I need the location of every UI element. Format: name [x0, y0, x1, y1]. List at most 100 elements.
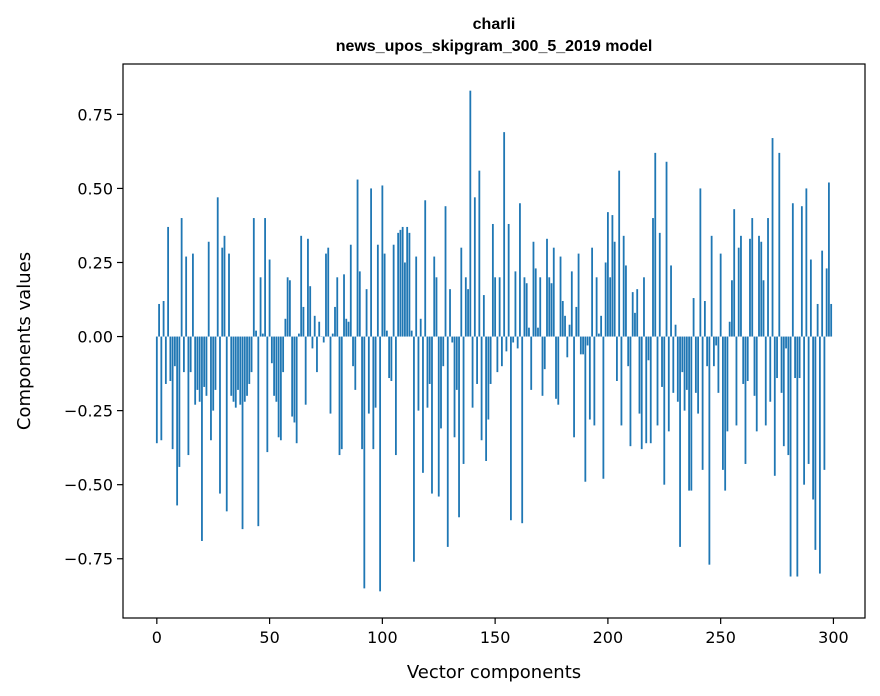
bar-162	[521, 336, 524, 524]
bar-297	[825, 268, 828, 337]
bar-172	[543, 336, 546, 370]
bar-126	[440, 336, 442, 429]
bar-252	[724, 336, 727, 491]
bar-20	[201, 336, 203, 541]
bar-259	[740, 235, 742, 337]
bar-232	[679, 336, 681, 547]
bar-205	[618, 170, 621, 337]
bar-166	[530, 336, 533, 390]
bar-294	[818, 336, 821, 574]
bar-237	[690, 336, 693, 491]
bar-22	[205, 336, 208, 396]
bar-238	[692, 298, 695, 337]
bar-74	[322, 336, 325, 343]
bar-269	[762, 280, 765, 337]
bar-254	[728, 321, 731, 337]
bar-279	[785, 336, 787, 349]
bar-221	[654, 152, 657, 337]
bar-132	[453, 336, 456, 438]
bar-186	[575, 306, 578, 337]
bar-80	[336, 277, 339, 337]
bar-274	[773, 336, 776, 476]
bar-9	[176, 336, 179, 506]
bar-41	[248, 336, 251, 384]
bar-210	[629, 336, 632, 447]
bar-200	[606, 212, 609, 337]
bar-36	[237, 336, 239, 390]
bar-291	[812, 336, 815, 500]
bar-120	[426, 336, 429, 408]
y-axis-ticks: −0.75 −0.50 −0.25 0.00 0.25 0.50 0.75	[64, 105, 123, 569]
bar-105	[392, 244, 395, 337]
bar-142	[476, 336, 478, 384]
bar-43	[252, 218, 255, 337]
bar-299	[830, 303, 833, 337]
bar-50	[268, 259, 271, 337]
bar-28	[219, 336, 221, 494]
bar-249	[717, 336, 720, 393]
bar-114	[413, 336, 415, 562]
bar-94	[367, 336, 370, 414]
bar-152	[498, 277, 501, 337]
bar-208	[625, 265, 627, 337]
bar-113	[410, 330, 413, 337]
bar-128	[444, 206, 447, 337]
bar-44	[255, 330, 257, 337]
bar-78	[331, 333, 334, 337]
bar-84	[345, 318, 348, 337]
bar-66	[304, 336, 307, 405]
bar-63	[298, 333, 300, 337]
bar-37	[239, 336, 242, 405]
x-axis-label: Vector components	[407, 662, 581, 683]
bar-39	[243, 336, 246, 402]
bar-168	[534, 268, 537, 337]
bar-117	[419, 318, 422, 337]
bar-293	[816, 303, 819, 337]
bar-127	[442, 336, 445, 367]
bar-57	[284, 318, 287, 337]
bar-125	[437, 336, 440, 497]
bar-130	[449, 289, 451, 337]
bar-51	[270, 336, 273, 364]
bar-264	[751, 218, 754, 337]
x-tick-label: 50	[259, 628, 279, 647]
bar-47	[261, 333, 264, 337]
bar-82	[340, 336, 343, 450]
bar-193	[591, 247, 594, 337]
bar-86	[349, 244, 352, 337]
bar-3	[162, 301, 165, 337]
bar-241	[699, 188, 702, 337]
y-tick-label: 0.00	[77, 328, 113, 347]
bar-24	[210, 336, 212, 441]
bar-11	[180, 218, 183, 337]
bar-49	[266, 336, 269, 453]
bar-15	[189, 336, 192, 373]
bar-25	[212, 336, 215, 411]
bar-179	[559, 256, 562, 337]
bar-218	[647, 336, 650, 361]
chart-title-line-2: news_upos_skipgram_300_5_2019 model	[336, 38, 653, 55]
bar-124	[435, 277, 438, 337]
bar-217	[645, 336, 648, 444]
bar-239	[694, 336, 697, 393]
bar-216	[643, 277, 645, 337]
bar-151	[496, 336, 499, 373]
bar-7	[171, 336, 174, 450]
bar-285	[798, 336, 801, 379]
bar-23	[207, 241, 210, 337]
bar-45	[257, 336, 260, 527]
bar-129	[446, 336, 449, 547]
bar-56	[282, 336, 285, 373]
bar-38	[241, 336, 244, 530]
bar-108	[399, 229, 402, 337]
chart-title-line-1: charli	[473, 16, 516, 33]
bar-34	[232, 336, 235, 402]
x-tick-label: 100	[367, 628, 398, 647]
bar-35	[234, 336, 237, 408]
bar-0	[155, 336, 158, 444]
bar-147	[487, 336, 490, 420]
bar-283	[794, 336, 796, 379]
bar-245	[708, 336, 711, 565]
bar-146	[485, 336, 488, 461]
bar-261	[744, 336, 747, 464]
